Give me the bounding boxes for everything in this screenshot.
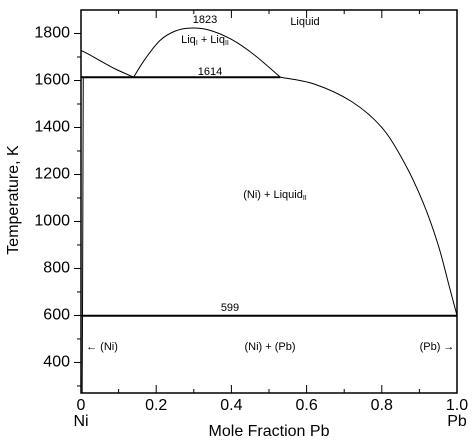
y-tick-label: 1400 [34,119,70,136]
annotation: LiqI + LiqII [181,34,229,47]
phase-boundary [133,27,281,78]
annotation: (Pb) → [420,341,455,353]
x-end-label: Pb [447,413,467,430]
annotation: 1823 [193,14,217,26]
phase-boundary [81,77,84,394]
y-tick-label: 1800 [34,25,70,42]
annotation-part: II [225,40,229,47]
annotation: 1614 [198,66,222,78]
annotation: 599 [221,302,239,314]
annotation-part: I [196,40,198,47]
annotation-part: 1823 [193,14,217,26]
annotation: (Ni) + LiquidII [243,189,307,202]
y-tick-label: 800 [43,260,70,277]
phase-boundary [280,76,458,316]
x-tick-label: 0 [77,397,86,414]
annotation-part: 1614 [198,66,222,78]
annotation: (Ni) + (Pb) [244,341,295,353]
annotation-part: II [303,195,307,202]
x-axis-title: Mole Fraction Pb [209,423,330,440]
annotation: ← (Ni) [86,341,118,353]
y-tick-label: 1200 [34,166,70,183]
y-tick-label: 1000 [34,213,70,230]
x-tick-label: 1.0 [446,397,468,414]
x-end-label: Ni [73,413,88,430]
annotation-part: 599 [221,302,239,314]
y-axis-title: Temperature, K [5,145,22,255]
y-tick-label: 1600 [34,72,70,89]
annotation: Liquid [290,16,319,28]
phase-boundary [80,49,134,78]
annotation-part: ← (Ni) [86,341,118,353]
annotation-part: (Ni) + (Pb) [244,341,295,353]
y-tick-label: 600 [43,307,70,324]
y-tick-label: 400 [43,354,70,371]
annotation-part: Liq [181,34,196,46]
annotation-part: + Liq [198,34,225,46]
annotation-part: (Ni) + Liquid [243,189,303,201]
annotation-part: (Pb) → [420,341,455,353]
x-tick-label: 0.6 [295,397,317,414]
x-tick-label: 0.8 [371,397,393,414]
x-tick-label: 0.2 [145,397,167,414]
annotation-part: Liquid [290,16,319,28]
x-tick-label: 0.4 [220,397,242,414]
